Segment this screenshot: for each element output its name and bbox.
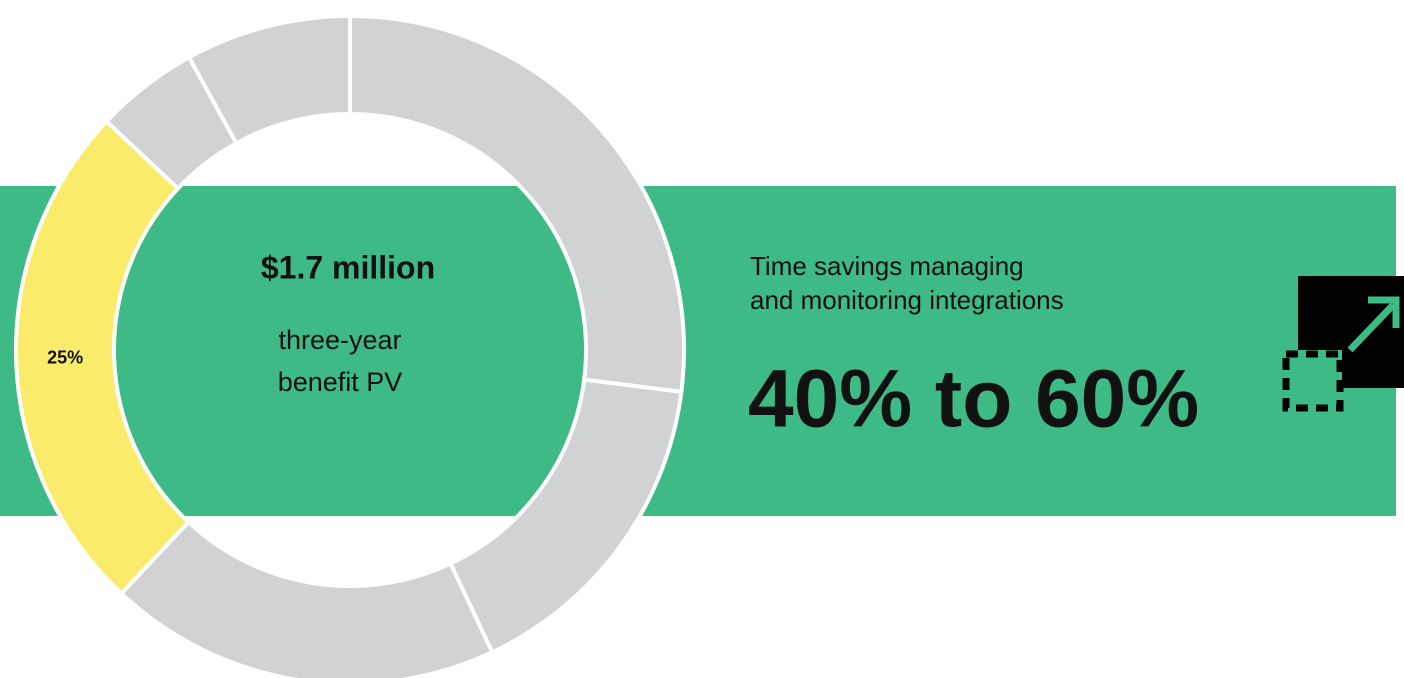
metric-caption: Time savings managing — [750, 251, 1024, 281]
segment-label: 25% — [47, 348, 83, 368]
donut-segment — [348, 13, 686, 395]
green-band — [0, 186, 1396, 516]
donut-segment — [118, 519, 495, 678]
donut-segment — [14, 118, 192, 597]
center-title: $1.7 million — [261, 249, 435, 285]
metric-caption: and monitoring integrations — [750, 285, 1064, 315]
donut-segment — [186, 13, 352, 146]
donut: 25% — [14, 13, 686, 678]
expand-icon — [1282, 276, 1404, 412]
center-caption: three-year — [278, 325, 401, 355]
center-caption: benefit PV — [278, 367, 403, 397]
metric-value: 40% to 60% — [748, 354, 1199, 445]
